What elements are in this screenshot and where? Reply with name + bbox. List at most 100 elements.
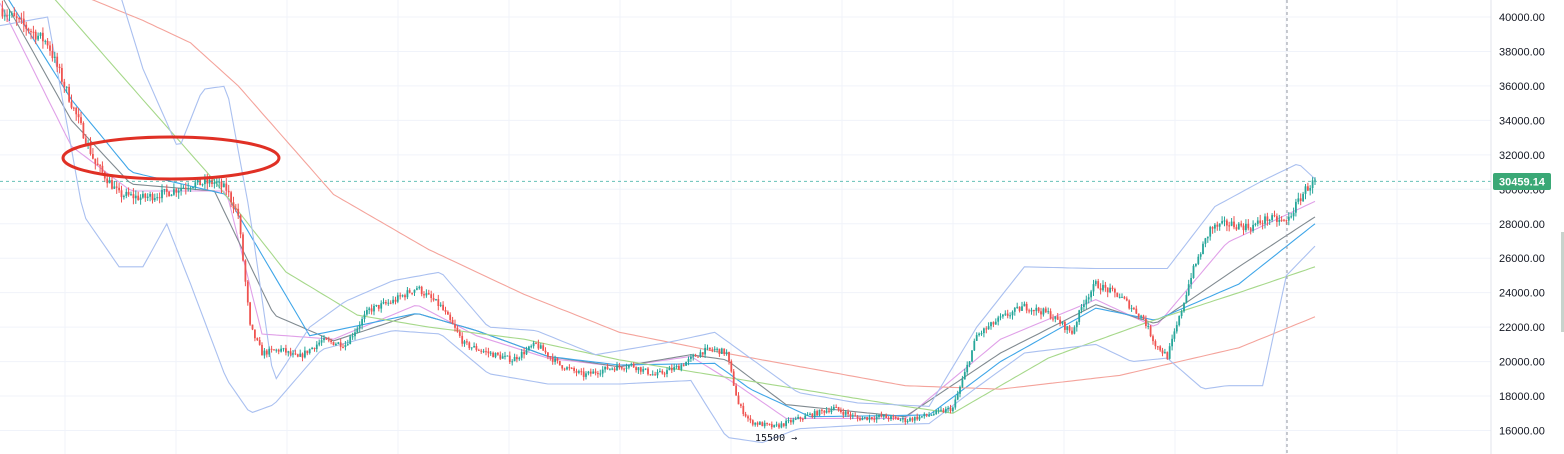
candle-body[interactable] [394, 299, 397, 302]
candle-body[interactable] [516, 357, 518, 360]
candle-body[interactable] [311, 347, 313, 350]
candle-body[interactable] [1030, 309, 1033, 312]
candle-body[interactable] [1285, 220, 1288, 222]
candle-body[interactable] [525, 349, 528, 355]
candle-body[interactable] [551, 357, 554, 362]
candle-body[interactable] [1180, 311, 1183, 316]
candle-body[interactable] [902, 418, 904, 420]
candle-body[interactable] [158, 197, 161, 199]
candle-body[interactable] [1099, 288, 1102, 291]
candle-body[interactable] [1135, 308, 1138, 314]
candle-body[interactable] [928, 415, 930, 417]
candle-body[interactable] [787, 420, 790, 422]
candle-body[interactable] [337, 342, 340, 344]
candle-body[interactable] [82, 123, 85, 139]
candle-body[interactable] [759, 422, 761, 425]
candle-body[interactable] [120, 190, 123, 198]
candle-body[interactable] [187, 188, 190, 190]
candle-body[interactable] [215, 182, 218, 184]
candle-body[interactable] [942, 409, 945, 413]
candle-body[interactable] [123, 196, 125, 198]
candle-body[interactable] [692, 355, 695, 357]
candle-body[interactable] [992, 322, 995, 325]
candle-body[interactable] [592, 371, 595, 374]
candle-body[interactable] [1183, 302, 1185, 312]
candle-body[interactable] [1094, 281, 1097, 285]
candle-body[interactable] [325, 338, 328, 340]
candle-body[interactable] [65, 86, 68, 88]
candle-body[interactable] [1302, 193, 1304, 202]
candle-body[interactable] [463, 341, 466, 344]
candle-body[interactable] [642, 369, 645, 372]
candle-body[interactable] [363, 314, 366, 319]
candle-body[interactable] [1249, 228, 1252, 231]
candle-body[interactable] [277, 349, 280, 352]
candle-body[interactable] [1261, 223, 1264, 225]
candle-body[interactable] [1218, 223, 1221, 227]
candle-body[interactable] [1013, 308, 1016, 312]
candle-body[interactable] [416, 288, 418, 290]
candle-body[interactable] [773, 424, 776, 428]
candle-body[interactable] [156, 197, 159, 199]
candle-body[interactable] [15, 16, 18, 19]
candle-body[interactable] [449, 314, 452, 320]
candle-body[interactable] [199, 179, 201, 186]
candle-body[interactable] [606, 366, 609, 370]
candle-body[interactable] [963, 372, 966, 380]
scrollbar-edge[interactable] [1561, 232, 1564, 332]
price-axis[interactable]: 40000.00 38000.00 36000.00 34000.00 32000.00… [1499, 12, 1545, 438]
candle-body[interactable] [1016, 306, 1019, 308]
candle-body[interactable] [1028, 310, 1030, 312]
candle-body[interactable] [1199, 254, 1202, 257]
candle-body[interactable] [780, 423, 783, 428]
candle-body[interactable] [113, 186, 116, 189]
candle-body[interactable] [666, 370, 668, 374]
candle-body[interactable] [32, 31, 35, 33]
candle-body[interactable] [668, 368, 671, 371]
candle-body[interactable] [966, 364, 969, 373]
candle-body[interactable] [401, 295, 404, 297]
candle-body[interactable] [813, 411, 816, 417]
candle-body[interactable] [816, 411, 818, 416]
candle-body[interactable] [747, 416, 749, 419]
candle-body[interactable] [139, 197, 142, 200]
candle-body[interactable] [254, 329, 256, 339]
candle-body[interactable] [1235, 227, 1238, 230]
candle-body[interactable] [1073, 327, 1076, 334]
candle-body[interactable] [1137, 313, 1140, 317]
candle-body[interactable] [366, 310, 368, 315]
candle-body[interactable] [1085, 299, 1088, 305]
candle-body[interactable] [1142, 315, 1145, 319]
candle-body[interactable] [561, 365, 564, 369]
candle-body[interactable] [346, 344, 349, 346]
candle-body[interactable] [601, 369, 604, 374]
candle-body[interactable] [244, 260, 247, 282]
candle-body[interactable] [1314, 179, 1316, 181]
candle-body[interactable] [785, 420, 787, 426]
candle-body[interactable] [320, 340, 323, 343]
candle-body[interactable] [273, 349, 275, 351]
candle-body[interactable] [1190, 278, 1192, 285]
candle-body[interactable] [740, 404, 742, 406]
candle-body[interactable] [439, 304, 442, 306]
candle-body[interactable] [682, 365, 685, 367]
candle-body[interactable] [1290, 216, 1293, 218]
candle-body[interactable] [1292, 212, 1295, 217]
candle-body[interactable] [575, 370, 578, 373]
candle-body[interactable] [1202, 243, 1204, 255]
candle-body[interactable] [497, 352, 499, 355]
candle-body[interactable] [308, 349, 311, 354]
candle-body[interactable] [1052, 318, 1054, 320]
candle-body[interactable] [518, 357, 521, 360]
candle-body[interactable] [327, 339, 330, 341]
candles[interactable] [1, 0, 1316, 430]
candle-body[interactable] [1009, 315, 1011, 317]
candle-body[interactable] [1171, 338, 1173, 347]
candle-body[interactable] [797, 417, 799, 419]
candle-body[interactable] [1106, 287, 1109, 293]
candle-body[interactable] [1154, 341, 1157, 347]
candle-body[interactable] [437, 299, 440, 306]
candle-body[interactable] [763, 422, 766, 427]
candle-body[interactable] [1068, 326, 1071, 331]
candle-body[interactable] [706, 347, 709, 349]
